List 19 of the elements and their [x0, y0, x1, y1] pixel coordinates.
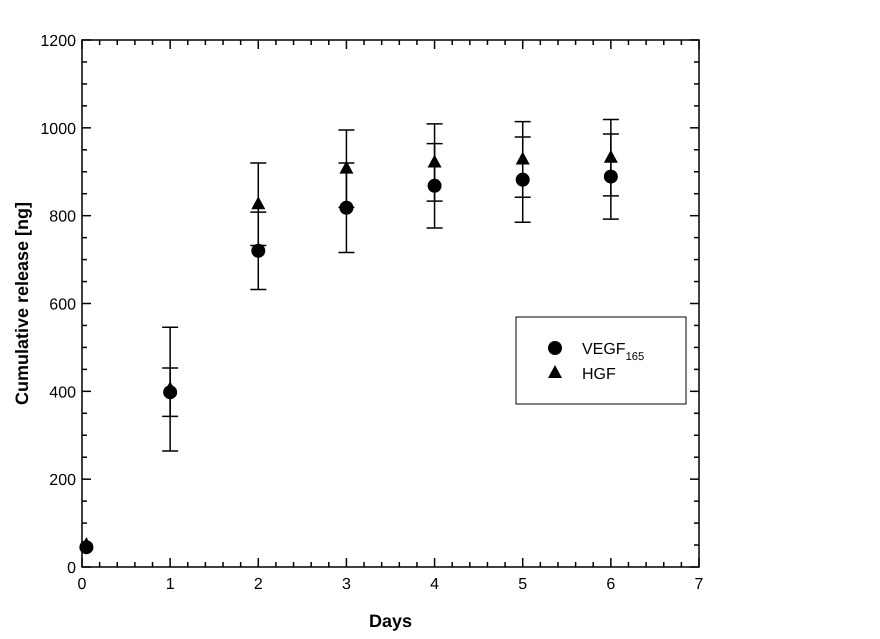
- x-tick-label: 5: [518, 576, 528, 593]
- x-tick-label: 1: [166, 576, 175, 593]
- y-tick-label: 200: [49, 472, 76, 490]
- y-axis-title: Cumulative release [ng]: [12, 202, 32, 406]
- y-tick-label: 400: [49, 384, 76, 402]
- x-tick-label: 0: [78, 576, 87, 593]
- x-tick-label: 6: [606, 576, 616, 593]
- y-tick-label: 0: [67, 560, 76, 577]
- y-tick-label: 800: [49, 208, 76, 226]
- x-axis-title: Days: [368, 611, 412, 631]
- legend-label: VEGF$_{165}$: [582, 341, 644, 363]
- x-tick-label: 3: [342, 576, 351, 593]
- x-tick-label: 7: [694, 576, 704, 593]
- legend-label: HGF: [582, 366, 616, 383]
- x-tick-label: 2: [254, 576, 263, 593]
- y-tick-label: 600: [49, 296, 76, 314]
- y-tick-label: 1200: [40, 33, 76, 50]
- y-tick-label: 1000: [40, 120, 76, 138]
- x-tick-label: 4: [430, 576, 440, 593]
